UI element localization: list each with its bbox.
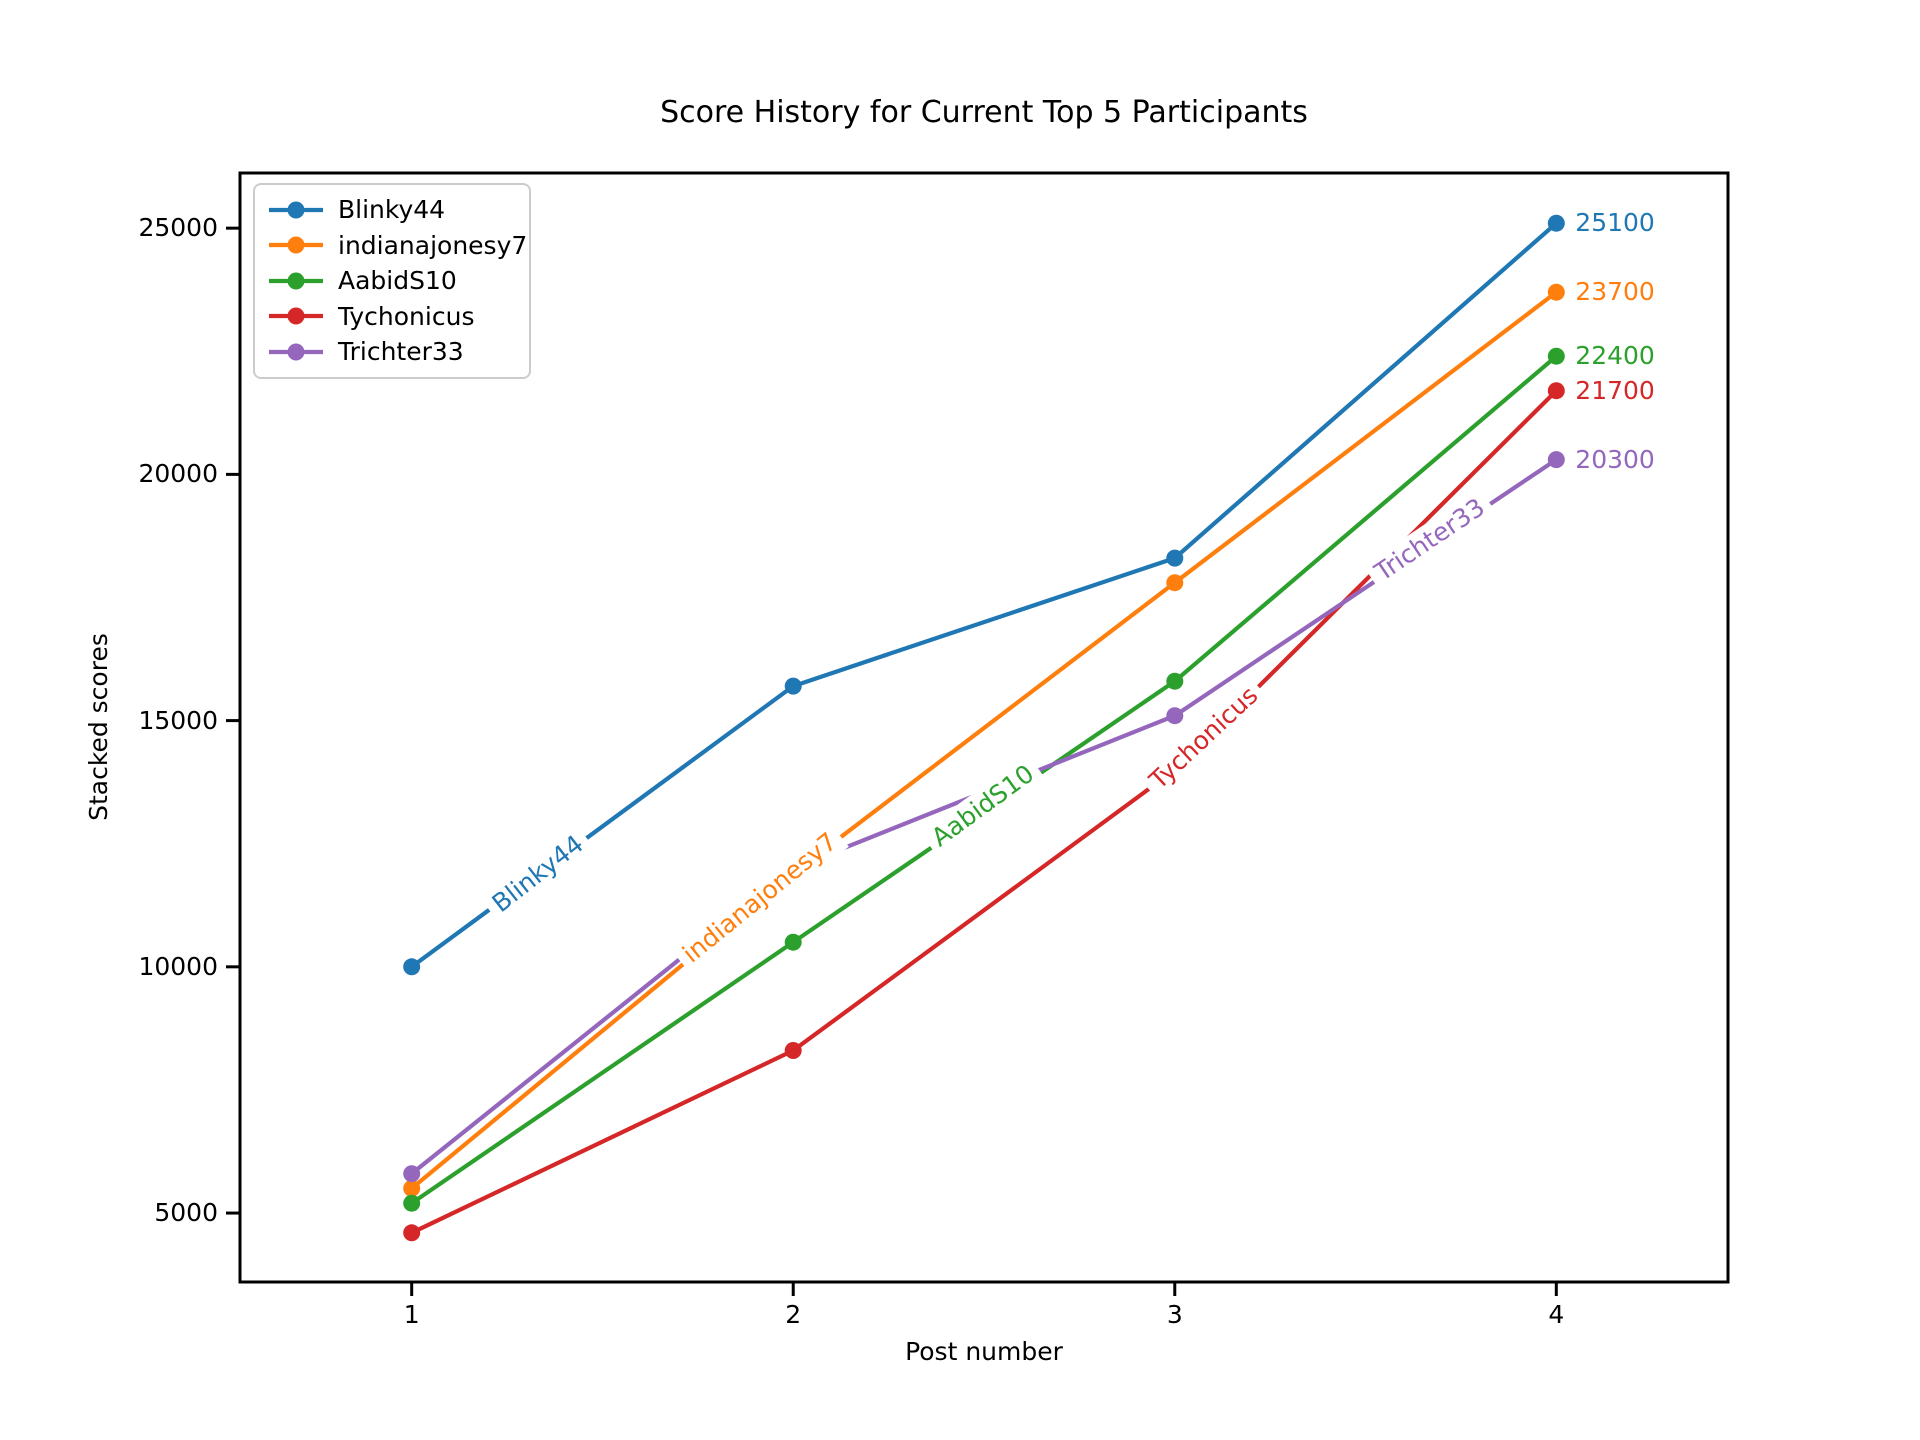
chart-title: Score History for Current Top 5 Particip… xyxy=(660,95,1308,130)
legend-label: Trichter33 xyxy=(338,337,464,367)
x-axis-label: Post number xyxy=(905,1337,1063,1366)
series-line-Tychonicus xyxy=(410,389,1558,1235)
series-line-AabidS10 xyxy=(410,354,1558,1205)
data-point-AabidS10 xyxy=(403,1194,421,1212)
x-tick-label: 1 xyxy=(403,1300,420,1329)
data-point-indianajonesy7 xyxy=(1166,574,1184,592)
legend-item-indianajonesy7: indianajonesy7 xyxy=(255,228,529,264)
data-point-Tychonicus xyxy=(784,1042,802,1059)
legend-label: Tychonicus xyxy=(338,301,475,331)
data-point-indianajonesy7 xyxy=(403,1179,421,1197)
legend-line-marker-icon xyxy=(269,272,323,290)
y-tick-label: 10000 xyxy=(138,951,218,981)
x-tick-label: 3 xyxy=(1166,1300,1183,1329)
legend-line-marker-icon xyxy=(269,307,323,325)
data-point-Blinky44 xyxy=(403,958,421,976)
y-tick-label: 15000 xyxy=(138,705,218,735)
legend-line-marker-icon xyxy=(269,201,323,219)
data-point-Trichter33 xyxy=(1547,451,1565,469)
data-point-Trichter33 xyxy=(403,1165,421,1183)
legend-item-AabidS10: AabidS10 xyxy=(255,263,529,299)
data-point-Blinky44 xyxy=(1547,214,1565,232)
legend-item-Tychonicus: Tychonicus xyxy=(255,299,529,335)
legend-label: Blinky44 xyxy=(338,195,446,225)
end-value-indianajonesy7: 23700 xyxy=(1575,277,1655,307)
data-point-indianajonesy7 xyxy=(1547,283,1565,301)
end-value-AabidS10: 22400 xyxy=(1575,341,1655,371)
legend-label: indianajonesy7 xyxy=(338,230,528,260)
legend: Blinky44 indianajonesy7 AabidS10 Tychonicus… xyxy=(253,183,531,379)
plot-border xyxy=(238,171,1730,1284)
legend-label: AabidS10 xyxy=(338,266,457,296)
data-point-Trichter33 xyxy=(1166,707,1184,725)
data-point-AabidS10 xyxy=(784,933,802,951)
y-tick-label: 20000 xyxy=(138,459,218,489)
end-value-Blinky44: 25100 xyxy=(1575,208,1655,238)
end-value-Tychonicus: 21700 xyxy=(1575,375,1655,405)
series-line-Blinky44 xyxy=(410,221,1558,969)
legend-line-marker-icon xyxy=(269,236,323,254)
x-tick-label: 2 xyxy=(785,1300,802,1329)
legend-item-Blinky44: Blinky44 xyxy=(255,192,529,228)
data-point-Blinky44 xyxy=(1166,549,1184,567)
legend-item-Trichter33: Trichter33 xyxy=(255,334,529,370)
data-point-Tychonicus xyxy=(403,1224,421,1242)
legend-line-marker-icon xyxy=(269,343,323,361)
x-tick-label: 4 xyxy=(1548,1300,1565,1329)
data-point-Tychonicus xyxy=(1547,382,1565,400)
data-point-Blinky44 xyxy=(784,677,802,695)
data-point-AabidS10 xyxy=(1166,672,1184,690)
series-line-indianajonesy7 xyxy=(410,290,1558,1191)
y-tick-label: 25000 xyxy=(138,213,218,243)
data-point-AabidS10 xyxy=(1547,347,1565,365)
end-value-Trichter33: 20300 xyxy=(1575,444,1655,474)
y-tick-label: 5000 xyxy=(154,1198,218,1228)
plot-area xyxy=(226,171,1730,1296)
